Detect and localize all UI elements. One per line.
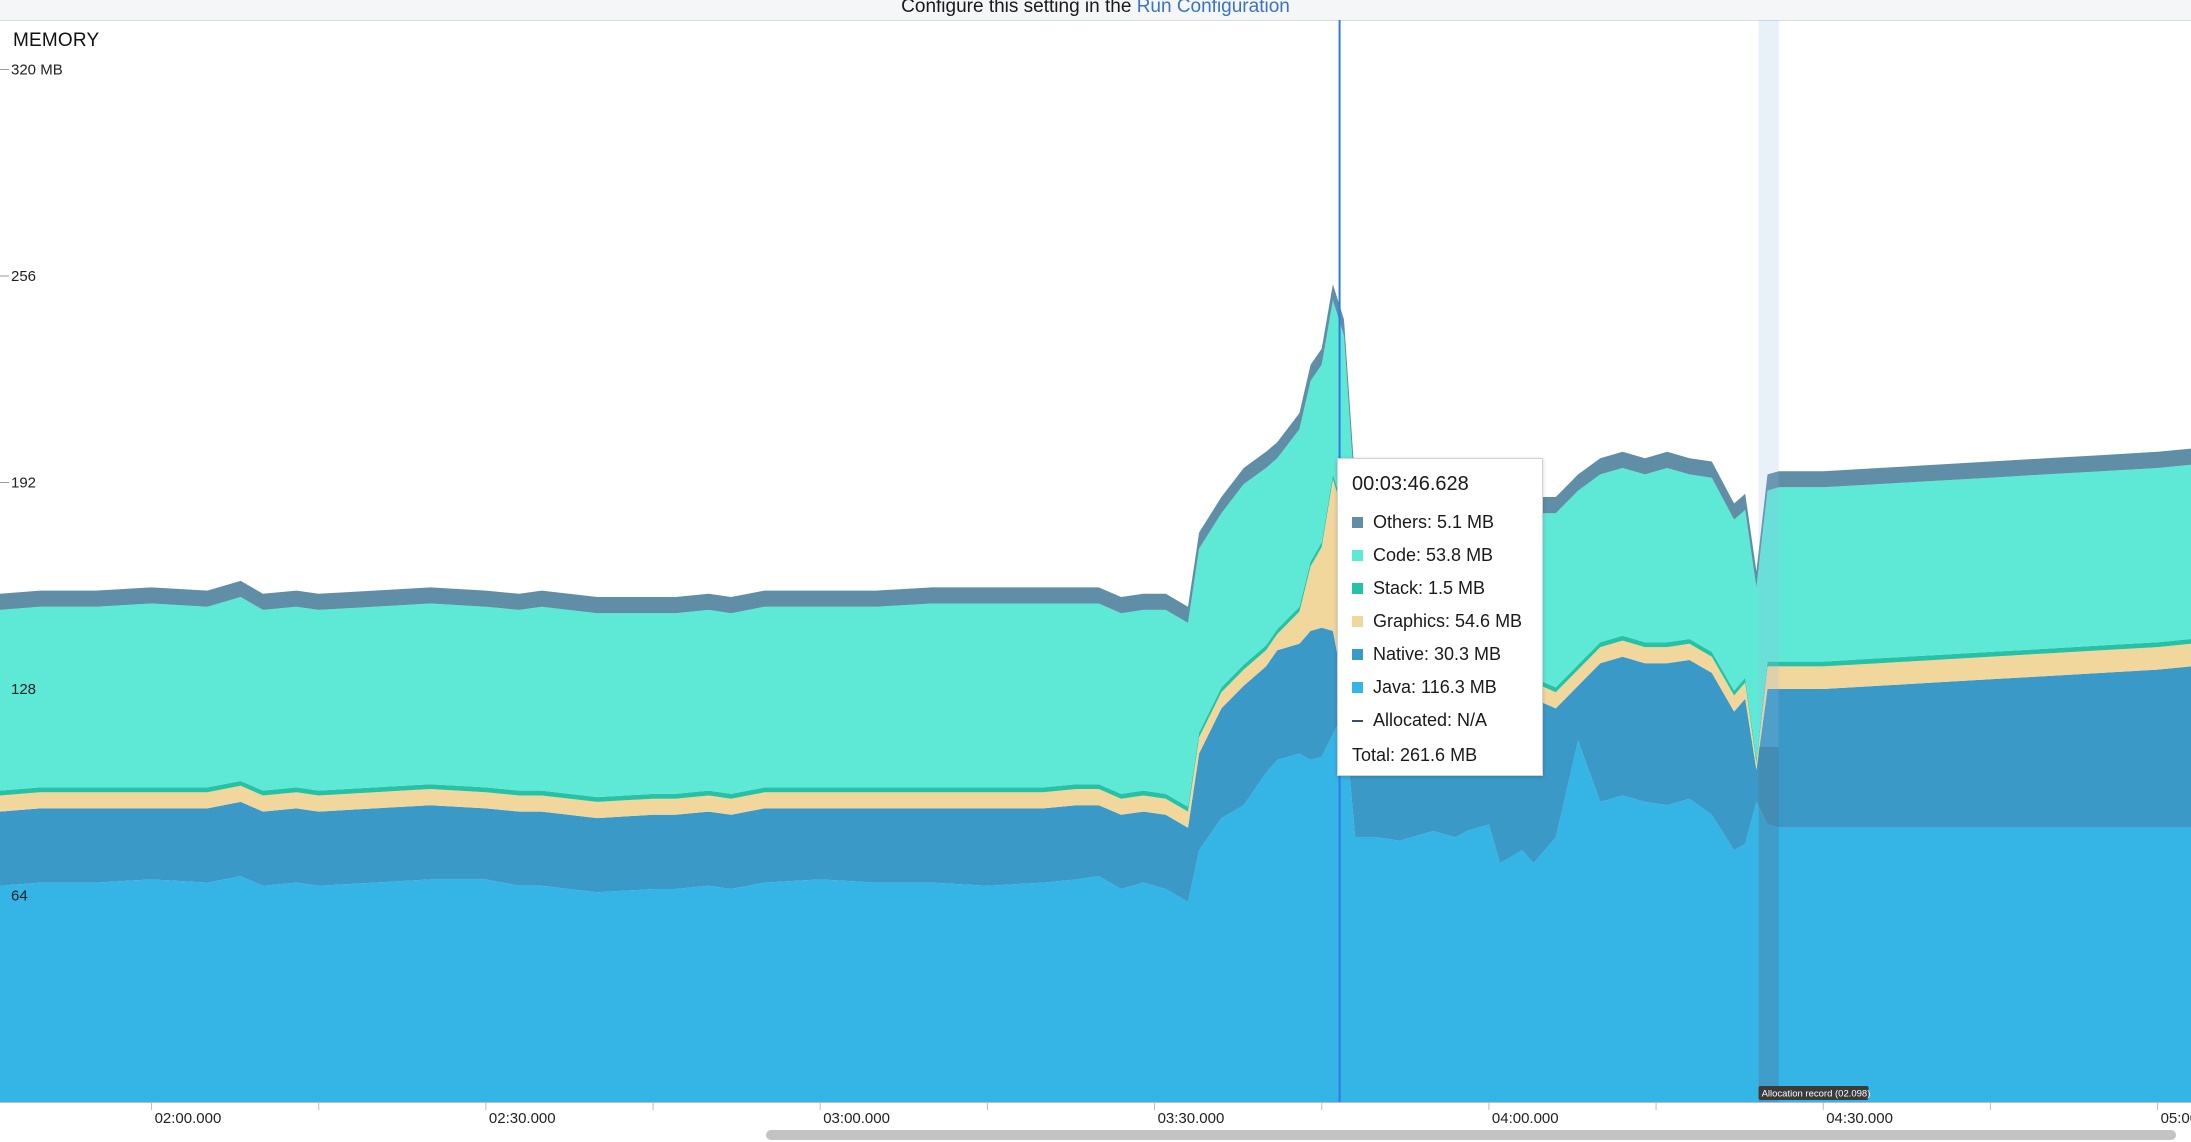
- x-tick-label: 05:00: [2161, 1110, 2191, 1126]
- x-tick-label: 03:00.000: [823, 1110, 890, 1126]
- y-tick-label: 128: [11, 681, 36, 698]
- tooltip-row-stack: Stack: 1.5 MB: [1352, 572, 1528, 605]
- y-tick-label: 64: [11, 888, 28, 905]
- series-area-graphics: [0, 479, 2191, 828]
- tooltip-code-label: Code: 53.8 MB: [1373, 545, 1494, 565]
- tooltip-graphics-label: Graphics: 54.6 MB: [1373, 611, 1523, 631]
- tooltip-java-label: Java: 116.3 MB: [1373, 677, 1497, 697]
- java-swatch-icon: [1352, 682, 1363, 693]
- tooltip-others-label: Others: 5.1 MB: [1373, 512, 1495, 532]
- tooltip-row-native: Native: 30.3 MB: [1352, 638, 1528, 671]
- allocation-record-band[interactable]: [1758, 20, 1779, 1102]
- series-area-java: [0, 711, 2191, 1102]
- tooltip-total: Total: 261.6 MB: [1352, 745, 1478, 765]
- x-tick-label: 02:00.000: [155, 1110, 222, 1126]
- x-tick-label: 02:30.000: [489, 1110, 556, 1126]
- tooltip-native-label: Native: 30.3 MB: [1373, 644, 1502, 664]
- series-area-code: [0, 300, 2191, 807]
- tooltip-row-java: Java: 116.3 MB: [1352, 671, 1528, 704]
- x-tick-label: 04:00.000: [1492, 1110, 1559, 1126]
- banner-text: Configure this setting in the: [901, 0, 1132, 17]
- timeline-scrollbar-thumb[interactable]: [766, 1130, 2176, 1140]
- memory-section-title: MEMORY: [13, 30, 100, 51]
- allocation-record-label-bg: [1758, 1086, 1869, 1100]
- run-configuration-banner: Configure this setting in the Run Config…: [0, 0, 2191, 21]
- tooltip-row-code: Code: 53.8 MB: [1352, 539, 1528, 572]
- tooltip-stack-label: Stack: 1.5 MB: [1373, 578, 1486, 598]
- stack-swatch-icon: [1352, 583, 1363, 594]
- y-tick-label: 320 MB: [11, 62, 63, 79]
- series-area-others: [0, 284, 2191, 623]
- code-swatch-icon: [1352, 550, 1363, 561]
- others-swatch-icon: [1352, 517, 1363, 528]
- y-tick-label: 192: [11, 475, 36, 492]
- tooltip-row-allocated: Allocated: N/A: [1352, 704, 1528, 737]
- tooltip-row-others: Others: 5.1 MB: [1352, 506, 1528, 539]
- run-configuration-link[interactable]: Run Configuration: [1136, 0, 1290, 17]
- allocation-record-shade: [1758, 747, 1779, 1102]
- x-tick-label: 03:30.000: [1158, 1110, 1225, 1126]
- allocated-dash-icon: [1352, 719, 1363, 722]
- graphics-swatch-icon: [1352, 616, 1363, 627]
- tooltip-time: 00:03:46.628: [1352, 473, 1469, 495]
- series-area-native: [0, 627, 2191, 902]
- memory-chart[interactable]: 64 128 192 256 320 MB 02:00.000 02:30.000 03:00…: [0, 20, 2191, 1126]
- tooltip-allocated-label: Allocated: N/A: [1373, 710, 1488, 730]
- native-swatch-icon: [1352, 649, 1363, 660]
- tooltip-row-graphics: Graphics: 54.6 MB: [1352, 605, 1528, 638]
- memory-tooltip: 00:03:46.628 Others: 5.1 MB Code: 53.8 M…: [1337, 458, 1543, 776]
- allocation-record-label[interactable]: Allocation record (02.098): [1762, 1089, 1871, 1100]
- x-tick-label: 04:30.000: [1826, 1110, 1893, 1126]
- y-tick-label: 256: [11, 268, 36, 285]
